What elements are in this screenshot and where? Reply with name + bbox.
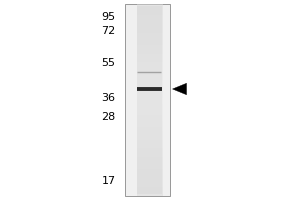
Bar — [136, 6, 162, 194]
Text: 36: 36 — [101, 93, 116, 103]
Text: 28: 28 — [101, 112, 116, 122]
Text: 17: 17 — [101, 176, 116, 186]
Text: 55: 55 — [101, 58, 116, 68]
Text: 72: 72 — [101, 26, 116, 36]
Polygon shape — [172, 83, 187, 95]
Bar — [124, 4, 170, 196]
Text: 95: 95 — [101, 12, 116, 22]
Text: A375: A375 — [131, 0, 163, 2]
